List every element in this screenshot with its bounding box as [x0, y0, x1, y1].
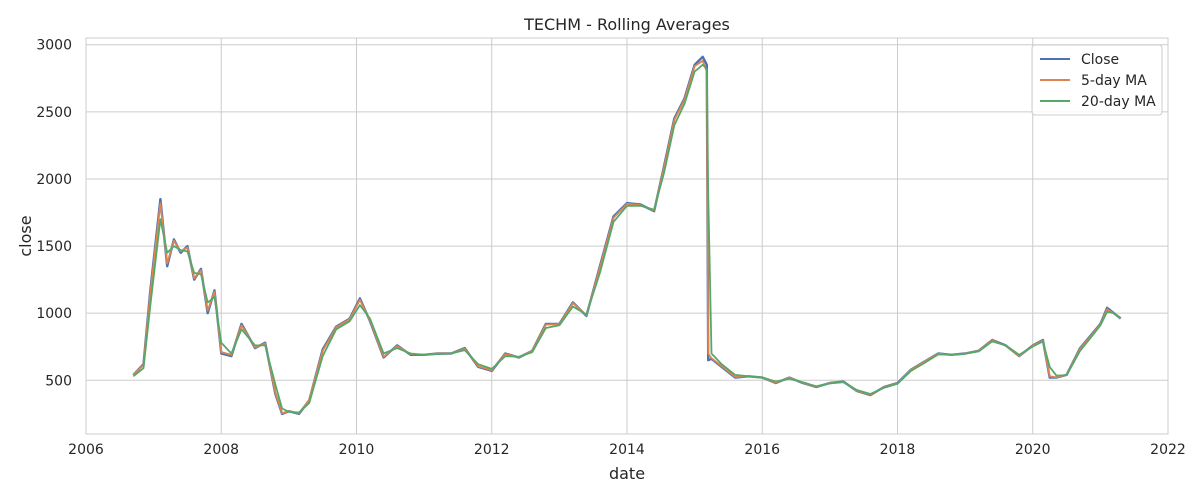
x-axis-label: date — [609, 464, 645, 483]
x-tick-label: 2016 — [744, 442, 780, 458]
y-tick-label: 2000 — [36, 172, 72, 188]
chart-title: TECHM - Rolling Averages — [523, 15, 730, 34]
x-tick-label: 2006 — [68, 442, 104, 458]
series-line-2 — [132, 63, 1122, 414]
x-tick-label: 2020 — [1015, 442, 1051, 458]
x-tick-label: 2008 — [203, 442, 239, 458]
y-tick-label: 1000 — [36, 306, 72, 322]
axes: 2006 2008 2010 2012 2014 2016 2018 2020 2022 500 1… — [36, 38, 1185, 458]
y-tick-label: 1500 — [36, 239, 72, 255]
grid — [85, 38, 1169, 434]
x-tick-label: 2012 — [474, 442, 510, 458]
y-tick-label: 3000 — [36, 38, 72, 54]
legend-label: 20-day MA — [1081, 94, 1156, 110]
legend-box — [1031, 44, 1163, 116]
y-axis-label: close — [16, 215, 35, 256]
y-tick-label: 500 — [45, 373, 72, 389]
legend-label: 5-day MA — [1081, 73, 1147, 89]
y-tick-label: 2500 — [36, 105, 72, 121]
legend: Close 5-day MA 20-day MA — [1031, 44, 1163, 116]
series-lines — [132, 55, 1122, 416]
legend-label: Close — [1081, 52, 1119, 68]
x-tick-label: 2018 — [880, 442, 916, 458]
plot-frame — [85, 37, 1169, 435]
x-tick-label: 2010 — [339, 442, 375, 458]
x-tick-label: 2014 — [609, 442, 645, 458]
x-tick-label: 2022 — [1150, 442, 1186, 458]
